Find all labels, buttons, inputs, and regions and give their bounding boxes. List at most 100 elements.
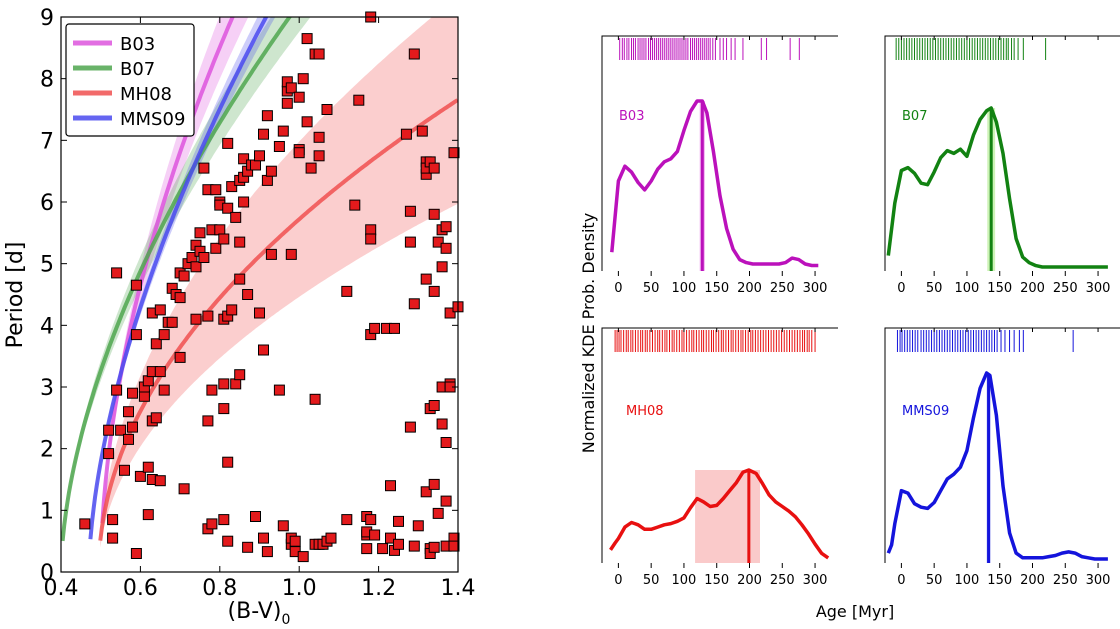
data-point <box>365 514 377 526</box>
data-point <box>325 532 337 544</box>
panel-label: B07 <box>902 109 927 124</box>
data-point <box>309 393 321 405</box>
x-tick-label: 0.8 <box>202 576 237 601</box>
x-tick-label: 0.6 <box>123 576 158 601</box>
model-uncertainty-bands <box>62 17 458 548</box>
data-point <box>404 236 416 248</box>
data-point <box>127 421 138 433</box>
period-color-scatter-chart: 0.4 0.6 0.8 1.0 1.2 1.4 0 1 2 3 4 5 6 7 8 9 B03 B07 MH08 M… <box>3 6 476 628</box>
data-point <box>194 227 206 239</box>
x-axis-title-subscript: 0 <box>282 612 291 628</box>
data-point <box>301 33 313 45</box>
data-point <box>254 150 265 162</box>
data-point <box>222 202 234 214</box>
data-point <box>404 205 416 217</box>
data-point <box>238 196 250 208</box>
y-axis-title: Period [d] <box>3 242 28 349</box>
data-point <box>404 421 416 433</box>
x-tick-label: 50 <box>643 281 660 296</box>
data-point <box>341 285 353 297</box>
kde-panel-b07: 0 50 100 150 200 250 300 B07 <box>884 35 1120 296</box>
x-tick-label: 150 <box>704 573 729 588</box>
legend-label-mh08: MH08 <box>120 84 172 105</box>
data-point <box>389 322 400 334</box>
data-point <box>393 515 404 527</box>
data-point <box>321 104 333 115</box>
data-point <box>365 233 377 245</box>
x-tick-label: 300 <box>803 281 828 296</box>
data-point <box>150 412 162 424</box>
data-point <box>273 384 285 396</box>
x-tick-label: 0 <box>614 281 622 296</box>
data-point <box>393 538 404 550</box>
data-point <box>202 310 214 322</box>
data-point <box>142 461 154 473</box>
data-point <box>230 211 242 223</box>
data-point <box>428 208 440 220</box>
data-point <box>436 418 448 430</box>
x-tick-label: 200 <box>737 573 762 588</box>
y-tick-label: 8 <box>40 68 54 93</box>
data-point <box>408 298 420 310</box>
data-point <box>273 141 285 152</box>
data-point <box>428 162 440 174</box>
x-tick-label: 250 <box>770 573 795 588</box>
y-tick-label: 7 <box>40 129 54 154</box>
x-tick-label: 150 <box>704 281 729 296</box>
data-point <box>305 162 317 174</box>
band-mh08 <box>100 17 458 548</box>
data-point <box>158 329 170 341</box>
data-point <box>214 224 226 236</box>
model-curves <box>61 17 458 542</box>
data-point <box>178 270 190 282</box>
data-point <box>107 532 119 544</box>
data-point <box>258 128 269 140</box>
data-point <box>218 378 230 390</box>
data-point <box>428 285 440 297</box>
legend-box <box>65 23 195 137</box>
x-tick-label: 100 <box>955 573 980 588</box>
data-point <box>103 424 115 436</box>
data-point <box>178 483 190 495</box>
kde-panel-mms09: 0 50 100 150 200 250 300 MMS09 <box>884 327 1120 588</box>
data-point <box>111 384 123 396</box>
x-tick-label: 0 <box>897 281 905 296</box>
data-point <box>242 289 254 300</box>
data-point <box>432 236 444 248</box>
data-point <box>277 520 289 532</box>
data-point <box>258 344 269 356</box>
data-point <box>293 147 305 159</box>
x-tick-label: 200 <box>1020 573 1045 588</box>
data-point <box>218 514 230 526</box>
data-point <box>261 110 273 122</box>
data-point <box>138 390 150 402</box>
x-axis-title: (B-V)0 <box>228 599 291 628</box>
data-point <box>134 470 146 482</box>
data-point <box>369 322 381 334</box>
x-tick-label: 250 <box>770 281 795 296</box>
data-point <box>150 338 162 350</box>
data-point <box>123 406 134 418</box>
x-tick-label: 100 <box>672 573 697 588</box>
data-point <box>289 535 301 547</box>
data-point <box>250 159 261 171</box>
data-point <box>361 543 373 555</box>
kde-curve <box>609 468 830 560</box>
data-point <box>174 351 186 363</box>
x-tick-label: 150 <box>987 573 1012 588</box>
data-point <box>440 495 452 507</box>
data-point <box>234 236 246 248</box>
legend-label-b03: B03 <box>120 34 155 55</box>
data-point <box>226 181 238 193</box>
data-point <box>210 242 222 254</box>
data-point <box>218 233 230 245</box>
x-tick-label: 100 <box>672 281 697 296</box>
data-point <box>238 153 250 165</box>
kde-x-axis-title: Age [Myr] <box>816 602 894 621</box>
data-point <box>448 147 460 159</box>
data-point <box>234 369 246 381</box>
x-tick-label: 0 <box>897 573 905 588</box>
kde-curve <box>886 371 1108 561</box>
data-point <box>190 313 202 325</box>
